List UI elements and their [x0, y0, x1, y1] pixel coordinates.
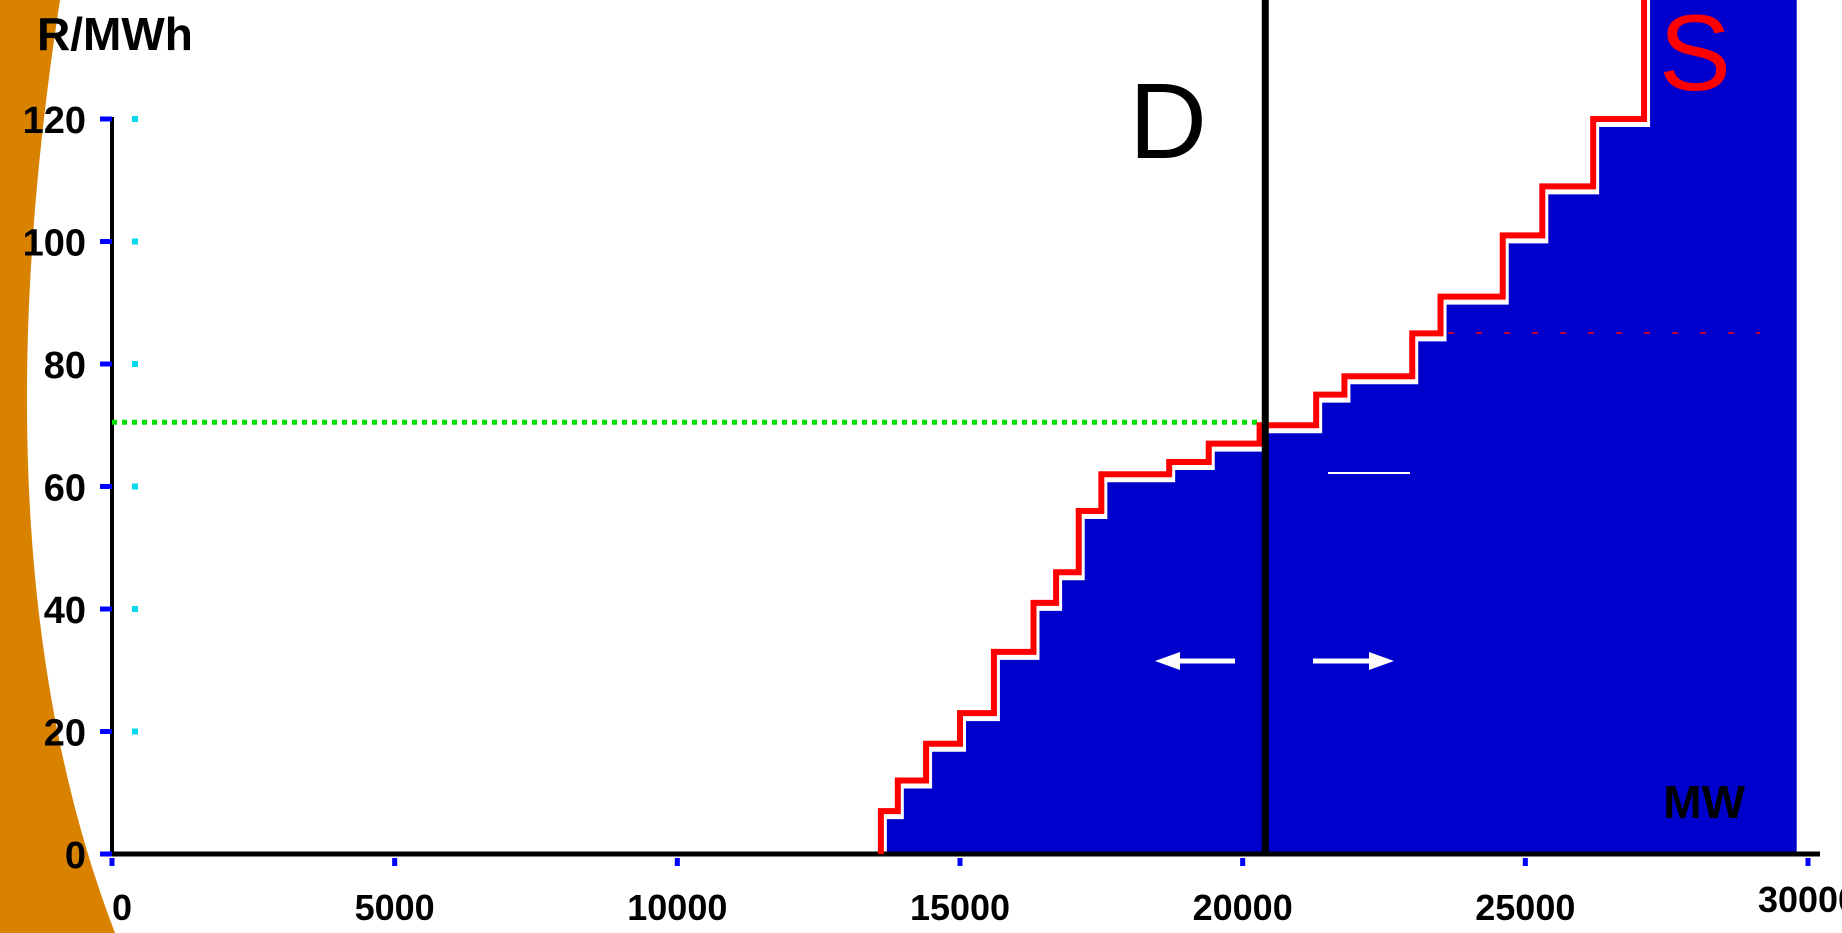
y-tick-label: 80 [44, 345, 86, 387]
y-tick-dot [132, 238, 138, 245]
y-tick-label: 100 [23, 223, 86, 265]
supply-curve [877, 0, 1648, 854]
y-tick-dot [132, 606, 138, 612]
y-axis-label: R/MWh [37, 8, 193, 60]
x-tick-label: 10000 [627, 887, 727, 928]
y-tick-label: 40 [44, 590, 86, 632]
supply-label: S [1659, 0, 1731, 113]
left-arrow-icon [1155, 652, 1235, 670]
x-tick-label: 20000 [1193, 887, 1293, 928]
x-axis-label: MW [1663, 776, 1745, 828]
orange-edge-decoration [0, 0, 115, 933]
x-tick-label: 25000 [1475, 887, 1575, 928]
right-arrow-icon [1313, 652, 1394, 670]
y-tick-label: 0 [65, 835, 86, 877]
x-tick-label: 15000 [910, 887, 1010, 928]
y-tick-dot [132, 116, 138, 122]
y-tick-dot [132, 728, 138, 735]
y-tick-label: 120 [23, 100, 86, 142]
supply-fill-area [886, 0, 1797, 854]
y-tick-label: 20 [44, 713, 86, 755]
demand-label: D [1129, 60, 1207, 181]
supply-fill-path [886, 0, 1797, 854]
y-tick-dot [132, 361, 138, 367]
y-tick-label: 60 [44, 468, 86, 510]
y-tick-dot [132, 483, 138, 490]
x-tick-label: 5000 [355, 887, 435, 928]
x-tick-label: 0 [112, 887, 132, 928]
